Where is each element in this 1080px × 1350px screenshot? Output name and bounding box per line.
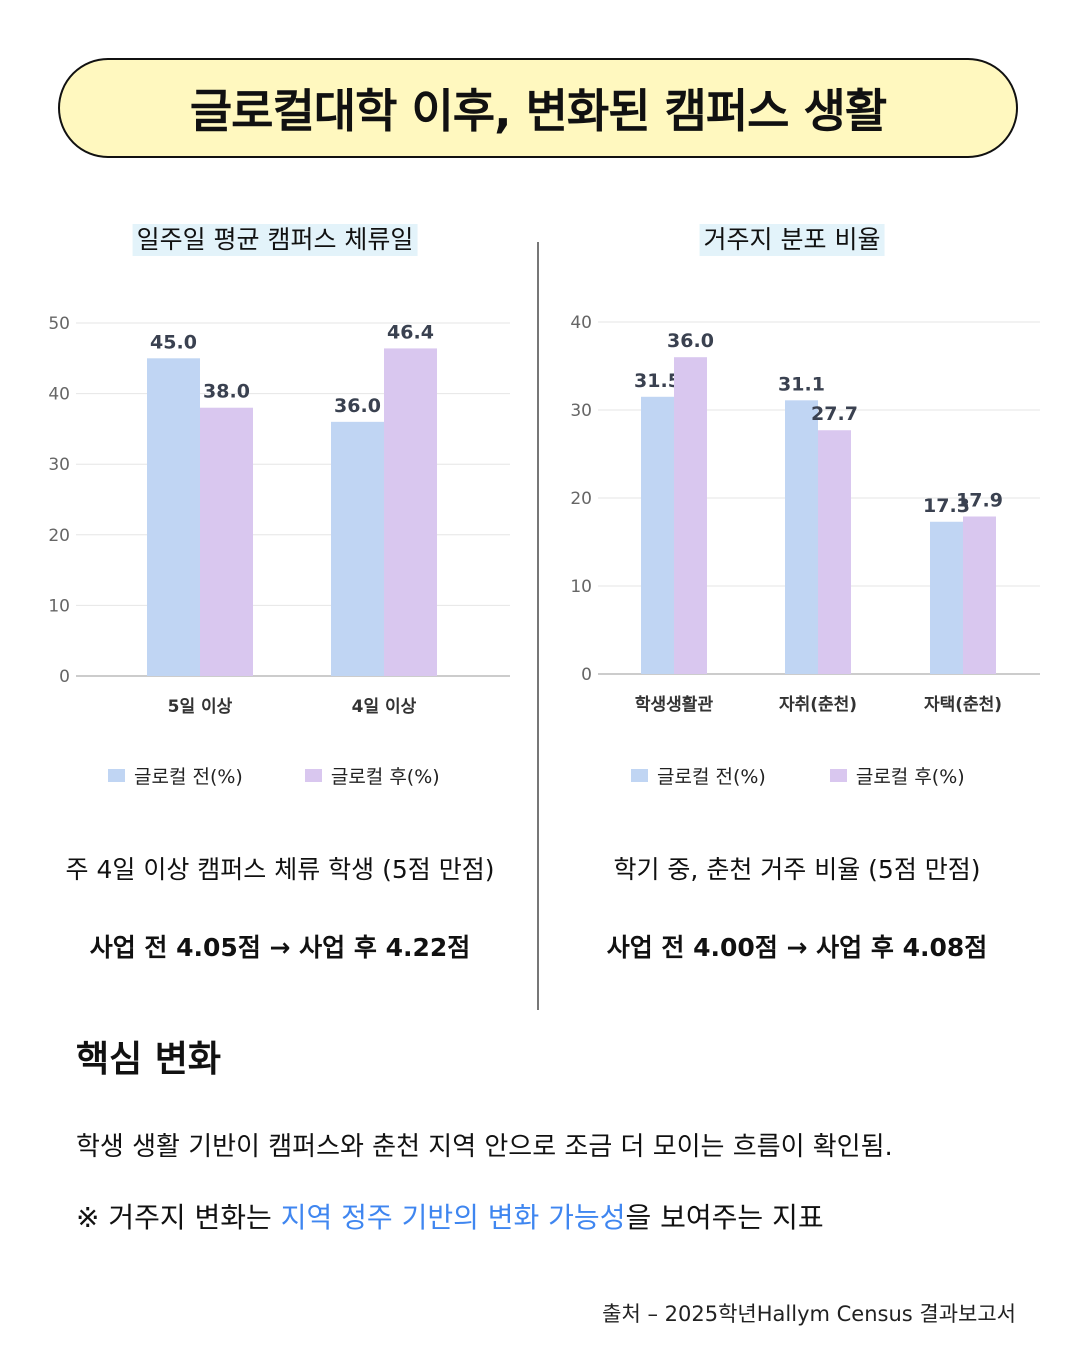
y-tick-label: 10 xyxy=(570,577,592,597)
data-label: 17.9 xyxy=(956,489,1003,511)
legend-swatch-before xyxy=(631,769,648,782)
data-label: 36.0 xyxy=(334,395,381,417)
data-label: 38.0 xyxy=(203,381,250,403)
y-tick-label: 20 xyxy=(48,526,70,546)
source-note: 출처 – 2025학년Hallym Census 결과보고서 xyxy=(602,1302,1016,1326)
key-change-line2: ※ 거주지 변화는 지역 정주 기반의 변화 가능성을 보여주는 지표 xyxy=(76,1196,824,1236)
key-change-line2-prefix: ※ 거주지 변화는 xyxy=(76,1201,281,1234)
left-legend: 글로컬 전(%) 글로컬 후(%) xyxy=(108,762,440,789)
legend-item-after: 글로컬 후(%) xyxy=(829,762,965,789)
legend-swatch-after xyxy=(304,769,322,782)
left-note-line2: 사업 전 4.05점 → 사업 후 4.22점 xyxy=(89,933,471,962)
legend-item-before: 글로컬 전(%) xyxy=(631,762,766,789)
y-tick-label: 50 xyxy=(48,314,70,334)
data-label: 36.0 xyxy=(667,330,714,352)
legend-label-after: 글로컬 후(%) xyxy=(330,766,440,788)
key-change-line1: 학생 생활 기반이 캠퍼스와 춘천 지역 안으로 조금 더 모이는 흐름이 확인… xyxy=(76,1132,893,1162)
legend-item-after: 글로컬 후(%) xyxy=(304,762,440,789)
y-tick-label: 0 xyxy=(59,667,70,687)
key-change-title: 핵심 변화 xyxy=(76,1039,222,1080)
panel-divider xyxy=(537,242,539,1010)
legend-swatch-before xyxy=(108,769,125,782)
data-label: 17.3 xyxy=(923,495,970,517)
data-label: 31.1 xyxy=(778,373,825,395)
category-label: 자취(춘천) xyxy=(779,694,857,715)
title-banner: 글로컬대학 이후, 변화된 캠퍼스 생활 xyxy=(58,58,1018,158)
y-tick-label: 30 xyxy=(48,455,70,475)
bar xyxy=(785,400,818,674)
data-label: 46.4 xyxy=(387,321,434,343)
y-tick-label: 40 xyxy=(570,313,592,333)
y-tick-label: 40 xyxy=(48,385,70,405)
category-label: 4일 이상 xyxy=(352,697,417,717)
key-change-line2-suffix: 을 보여주는 지표 xyxy=(625,1201,824,1234)
left-chart-title: 일주일 평균 캠퍼스 체류일 xyxy=(132,224,418,256)
y-tick-label: 20 xyxy=(570,489,592,509)
legend-swatch-after xyxy=(829,769,847,782)
right-legend: 글로컬 전(%) 글로컬 후(%) xyxy=(631,762,965,789)
bar xyxy=(963,516,996,674)
legend-label-before: 글로컬 전(%) xyxy=(134,766,243,788)
bar xyxy=(818,430,851,674)
y-tick-label: 30 xyxy=(570,401,592,421)
key-change-highlight: 지역 정주 기반의 변화 가능성 xyxy=(280,1201,626,1234)
data-label: 27.7 xyxy=(811,403,858,425)
y-tick-label: 0 xyxy=(581,665,592,685)
right-chart-title: 거주지 분포 비율 xyxy=(699,224,885,256)
bar xyxy=(930,521,963,674)
data-label: 31.5 xyxy=(634,370,681,392)
y-tick-label: 10 xyxy=(48,596,70,616)
bar xyxy=(331,421,384,676)
data-label: 45.0 xyxy=(150,331,197,353)
category-label: 자택(춘천) xyxy=(924,695,1002,715)
category-label: 5일 이상 xyxy=(168,697,233,717)
right-note-line2: 사업 전 4.00점 → 사업 후 4.08점 xyxy=(606,933,988,962)
right-note-line1: 학기 중, 춘천 거주 비율 (5점 만점) xyxy=(613,855,981,884)
category-label: 학생생활관 xyxy=(635,694,714,715)
bar xyxy=(674,357,707,674)
page-title: 글로컬대학 이후, 변화된 캠퍼스 생활 xyxy=(189,84,887,138)
left-note-line1: 주 4일 이상 캠퍼스 체류 학생 (5점 만점) xyxy=(65,855,495,884)
bar xyxy=(147,358,200,676)
legend-label-before: 글로컬 전(%) xyxy=(657,766,766,788)
legend-item-before: 글로컬 전(%) xyxy=(108,762,243,789)
bar xyxy=(641,396,674,674)
bar xyxy=(200,407,253,676)
legend-label-after: 글로컬 후(%) xyxy=(855,766,965,788)
bar xyxy=(384,348,437,676)
